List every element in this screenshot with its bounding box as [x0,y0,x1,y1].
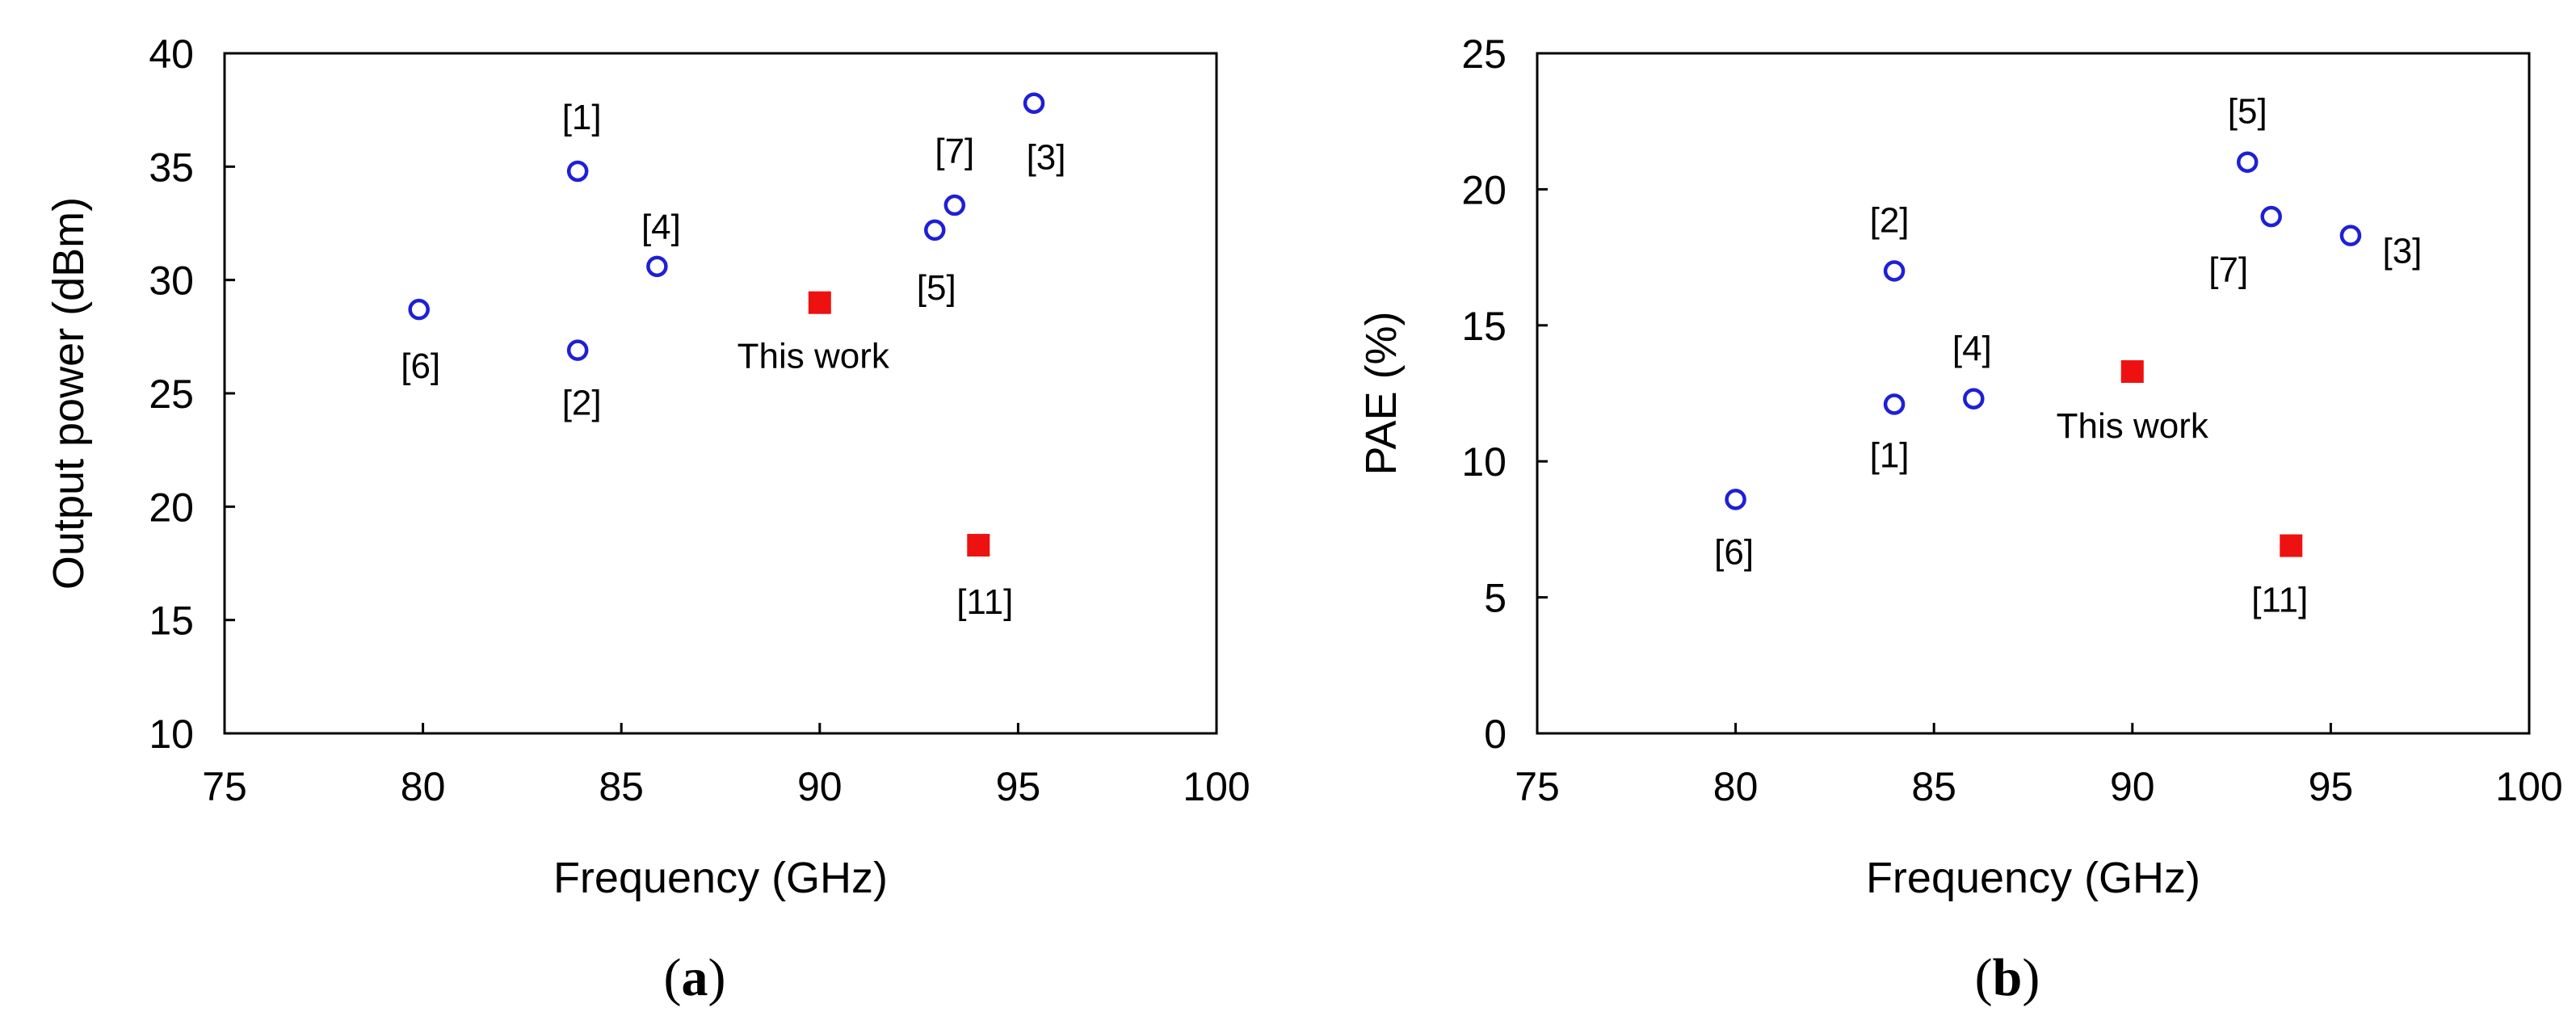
y-tick-label: 35 [149,145,194,190]
point-label-11: [11] [2251,581,2308,620]
data-point-2 [566,339,589,361]
panel-a: 75 80 85 90 95 100 10 15 20 25 30 35 40 Frequency (GH… [44,31,1250,1007]
plot-frame [223,52,1218,735]
x-tick-label: 80 [1713,764,1759,809]
data-point-11 [2280,534,2303,557]
x-axis-title: Frequency (GHz) [553,854,888,902]
x-tick-label: 85 [1911,764,1956,809]
y-tick-label: 15 [1461,304,1507,349]
y-tick-label: 20 [149,485,194,530]
data-point-6 [1725,489,1746,510]
y-axis-title: PAE (%) [1357,311,1406,475]
y-tick-label: 5 [1484,576,1507,621]
panel-caption: (a) [664,948,726,1007]
data-point-4 [646,255,668,278]
point-label-1: [1] [1870,435,1910,475]
y-tick-label: 10 [149,712,194,757]
x-axis-title: Frequency (GHz) [1866,854,2200,902]
x-tick-label: 75 [1515,764,1560,809]
data-point-5 [2236,151,2259,173]
panel-caption: (b) [1975,948,2040,1007]
point-label-7: [7] [2208,250,2248,290]
point-label-5: [5] [917,268,956,308]
y-tick-label: 25 [149,372,194,417]
point-label-4: [4] [641,208,681,247]
plot-frame [1536,52,2531,735]
x-tick-label: 75 [202,764,247,809]
panel-b: 75 80 85 90 95 100 0 5 10 15 20 25 Frequency (GHz) PA… [1357,31,2563,1007]
data-point-6 [408,298,430,321]
data-point-2 [1883,260,1906,282]
point-label-2: [2] [562,384,602,423]
y-tick-label: 20 [1461,167,1507,212]
data-point-3 [2339,225,2362,246]
point-label-3: [3] [1027,138,1066,178]
x-tick-label: 100 [2495,764,2562,809]
point-label-5: [5] [2228,92,2267,132]
data-point-11 [967,534,990,557]
point-label-3: [3] [2382,232,2422,271]
y-tick-label: 10 [1461,439,1507,485]
data-point-7 [943,194,966,216]
point-label-this-work: This work [738,337,890,376]
x-tick-label: 90 [797,764,843,809]
x-tick-label: 95 [2309,764,2354,809]
data-point-this-work [2120,360,2144,384]
data-point-1 [566,160,589,183]
x-tick-label: 100 [1183,764,1250,809]
data-point-7 [2260,205,2282,228]
x-tick-label: 80 [401,764,446,809]
point-label-6: [6] [401,346,440,386]
y-tick-label: 0 [1484,712,1507,757]
x-tick-label: 85 [599,764,644,809]
point-label-4: [4] [1952,330,1992,369]
y-tick-label: 25 [1461,31,1507,77]
y-tick-label: 30 [149,258,194,304]
x-tick-label: 95 [996,764,1041,809]
point-label-1: [1] [562,98,602,137]
data-point-4 [1963,388,1985,409]
point-label-6: [6] [1714,532,1754,572]
data-point-1 [1883,393,1906,415]
point-label-11: [11] [956,582,1013,622]
y-tick-label: 40 [149,31,194,77]
point-label-7: [7] [935,132,974,171]
data-point-this-work [808,291,831,314]
point-label-2: [2] [1870,200,1910,240]
y-tick-label: 15 [149,598,194,644]
point-label-this-work: This work [2057,406,2209,446]
y-axis-title: Output power (dBm) [44,197,93,590]
data-point-3 [1023,92,1045,114]
x-tick-label: 90 [2110,764,2155,809]
data-point-5 [923,219,946,241]
